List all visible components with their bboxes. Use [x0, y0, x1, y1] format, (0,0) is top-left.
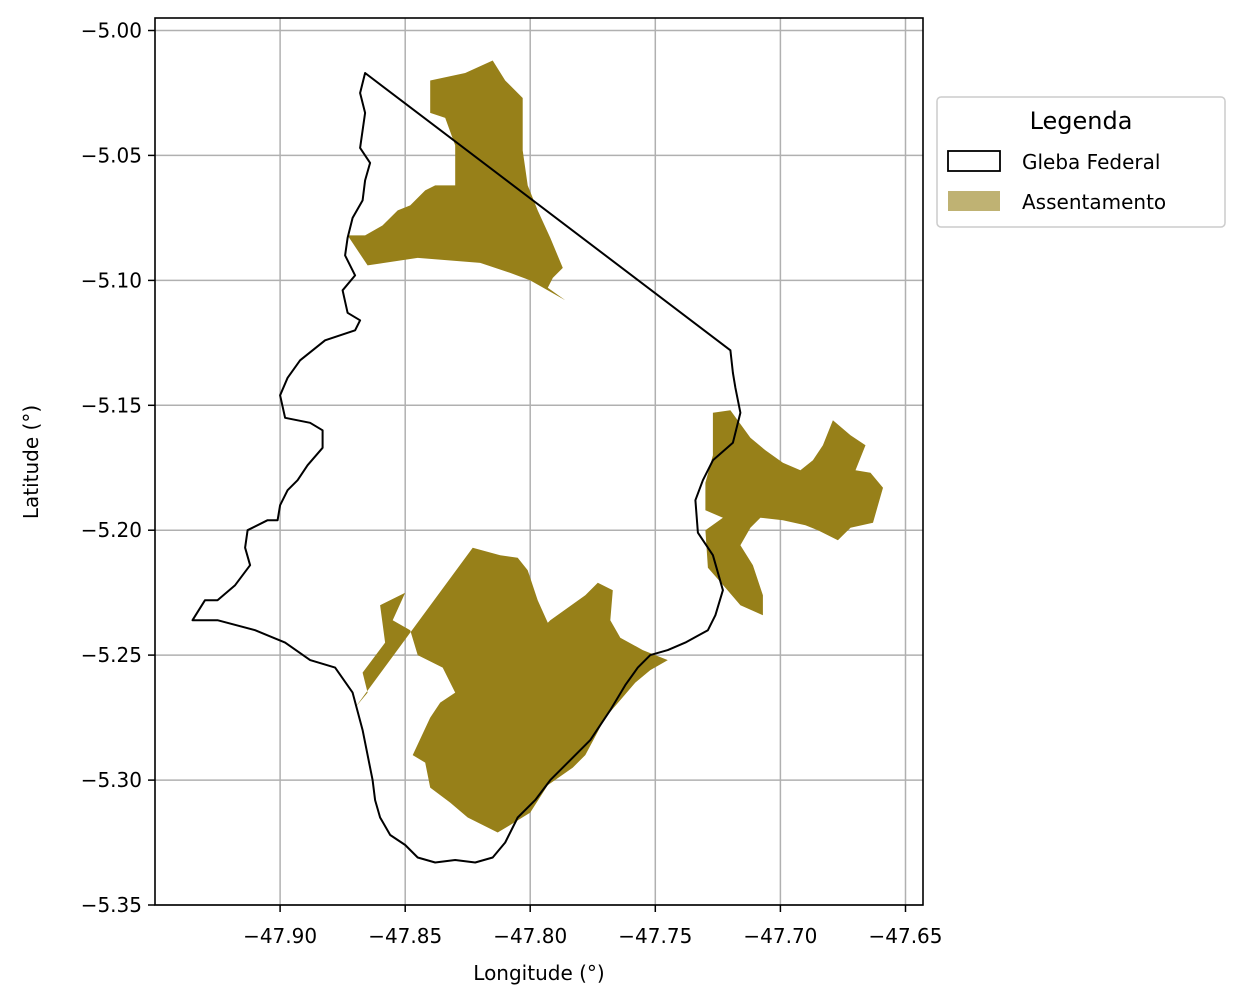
legend-label-assentamento: Assentamento — [1022, 190, 1166, 214]
x-tick-label: −47.80 — [493, 924, 567, 948]
y-tick-label: −5.15 — [81, 393, 142, 417]
legend-swatch-gleba-federal — [947, 150, 1001, 172]
axis-ticks: −47.90 −47.85 −47.80 −47.75 −47.70 −47.65 −5.0… — [81, 19, 943, 949]
y-tick-label: −5.10 — [81, 268, 142, 292]
legend-swatch-assentamento — [948, 191, 1000, 211]
y-tick-label: −5.30 — [81, 768, 142, 792]
x-tick-label: −47.75 — [618, 924, 692, 948]
x-axis-label: Longitude (°) — [473, 961, 604, 985]
x-tick-label: −47.70 — [743, 924, 817, 948]
y-axis-label: Latitude (°) — [19, 405, 43, 519]
x-tick-label: −47.90 — [243, 924, 317, 948]
legend-box — [936, 96, 1226, 228]
assentamento-area — [705, 410, 883, 616]
y-tick-label: −5.05 — [81, 143, 142, 167]
gleba-federal-boundary — [191, 72, 742, 864]
y-tick-label: −5.35 — [81, 893, 142, 917]
y-tick-label: −5.00 — [81, 19, 142, 43]
y-tick-label: −5.20 — [81, 518, 142, 542]
y-tick-label: −5.25 — [81, 643, 142, 667]
assentamento-area — [355, 547, 668, 833]
legend-title: Legenda — [1030, 107, 1133, 135]
assentamento-area — [347, 60, 566, 301]
x-tick-label: −47.85 — [368, 924, 442, 948]
map-layers — [191, 60, 883, 864]
legend: Legenda Gleba Federal Assentamento — [936, 96, 1226, 228]
legend-label-gleba-federal: Gleba Federal — [1022, 150, 1160, 174]
plot-frame — [154, 17, 924, 906]
x-tick-label: −47.65 — [868, 924, 942, 948]
